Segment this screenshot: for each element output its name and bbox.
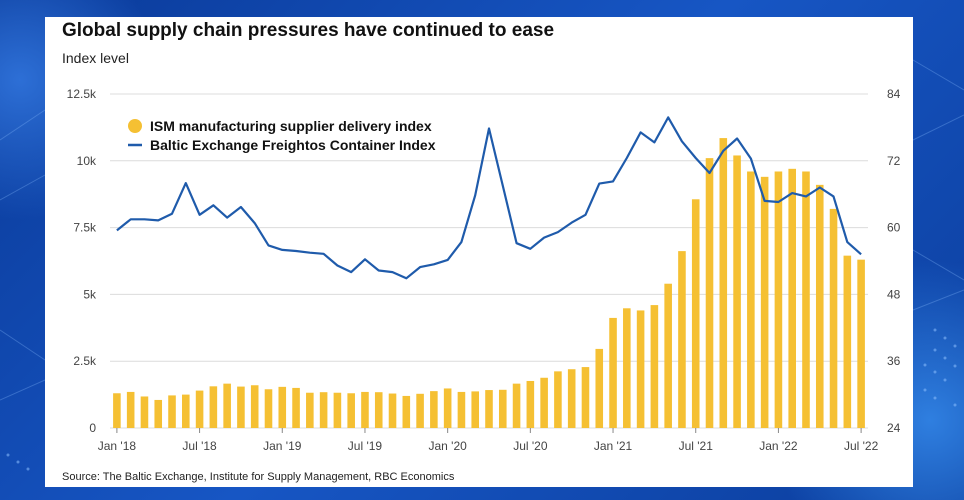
y-left-tick-label: 0	[89, 421, 96, 435]
bar	[815, 184, 824, 428]
x-tick-label: Jul '18	[182, 439, 217, 453]
bar	[650, 305, 659, 428]
y-left-tick-label: 2.5k	[73, 354, 97, 368]
bar	[705, 158, 714, 429]
x-tick-label: Jan '18	[98, 439, 137, 453]
bar	[678, 251, 686, 428]
x-tick-label: Jul '22	[844, 439, 879, 453]
x-tick-label: Jul '20	[513, 439, 548, 453]
bar	[416, 393, 424, 428]
y-right-tick-label: 60	[887, 221, 901, 235]
y-right-tick-label: 84	[887, 87, 901, 101]
bar	[319, 392, 328, 428]
bar	[829, 208, 838, 428]
y-left-tick-label: 5k	[83, 287, 97, 301]
x-tick-label: Jan '19	[263, 439, 302, 453]
bar	[182, 394, 190, 428]
x-tick-label: Jul '21	[679, 439, 714, 453]
bar	[250, 385, 259, 428]
bar	[760, 176, 769, 428]
bar	[154, 399, 163, 428]
y-left-tick-label: 12.5k	[67, 87, 97, 101]
bar	[306, 392, 314, 428]
bar	[567, 369, 576, 428]
bar	[581, 367, 590, 428]
bar	[623, 308, 631, 428]
bar	[485, 390, 493, 428]
bar	[388, 393, 397, 428]
bar	[292, 387, 300, 428]
chart-title: Global supply chain pressures have conti…	[62, 20, 555, 41]
bar	[168, 395, 176, 428]
bar	[264, 389, 273, 428]
bar	[278, 386, 287, 428]
bar	[802, 171, 810, 428]
x-tick-label: Jan '21	[594, 439, 633, 453]
bar	[719, 138, 728, 428]
legend-bar-swatch	[128, 119, 142, 133]
bar	[526, 380, 535, 428]
chart-source: Source: The Baltic Exchange, Institute f…	[62, 471, 455, 483]
bar	[554, 371, 562, 428]
x-tick-label: Jul '19	[348, 439, 383, 453]
y-right-tick-label: 72	[887, 154, 901, 168]
bar	[430, 391, 438, 428]
bar	[595, 348, 604, 428]
bar	[402, 395, 411, 428]
bar	[609, 317, 617, 428]
bar	[457, 391, 466, 428]
y-right-tick-label: 48	[887, 287, 901, 301]
bar	[347, 393, 355, 428]
bar	[747, 171, 755, 428]
bar	[733, 155, 741, 428]
legend-bar-label: ISM manufacturing supplier delivery inde…	[150, 118, 432, 134]
bar	[691, 199, 700, 428]
bar	[664, 283, 672, 428]
legend-line-label: Baltic Exchange Freightos Container Inde…	[150, 137, 436, 153]
bar	[223, 383, 231, 428]
line-series	[116, 116, 862, 280]
bar	[498, 389, 507, 428]
bar	[636, 310, 645, 428]
bar	[788, 168, 796, 429]
y-left-tick-label: 10k	[77, 154, 97, 168]
bar	[471, 391, 480, 428]
bar	[540, 377, 548, 428]
bar	[857, 259, 865, 428]
bar	[374, 392, 383, 428]
bar	[333, 392, 342, 428]
bar	[209, 386, 218, 428]
bar	[195, 390, 204, 428]
chart-subtitle: Index level	[62, 50, 129, 66]
bar	[512, 383, 521, 428]
bar	[361, 391, 369, 428]
bar	[843, 255, 852, 428]
bar	[237, 386, 245, 428]
bar	[126, 391, 135, 428]
y-right-tick-label: 36	[887, 354, 901, 368]
x-tick-label: Jan '20	[428, 439, 467, 453]
bar	[443, 388, 452, 428]
bar	[140, 396, 149, 428]
x-tick-label: Jan '22	[759, 439, 798, 453]
y-right-tick-label: 24	[887, 421, 901, 435]
bar	[113, 393, 121, 428]
y-left-tick-label: 7.5k	[73, 221, 97, 235]
bar	[774, 171, 783, 428]
